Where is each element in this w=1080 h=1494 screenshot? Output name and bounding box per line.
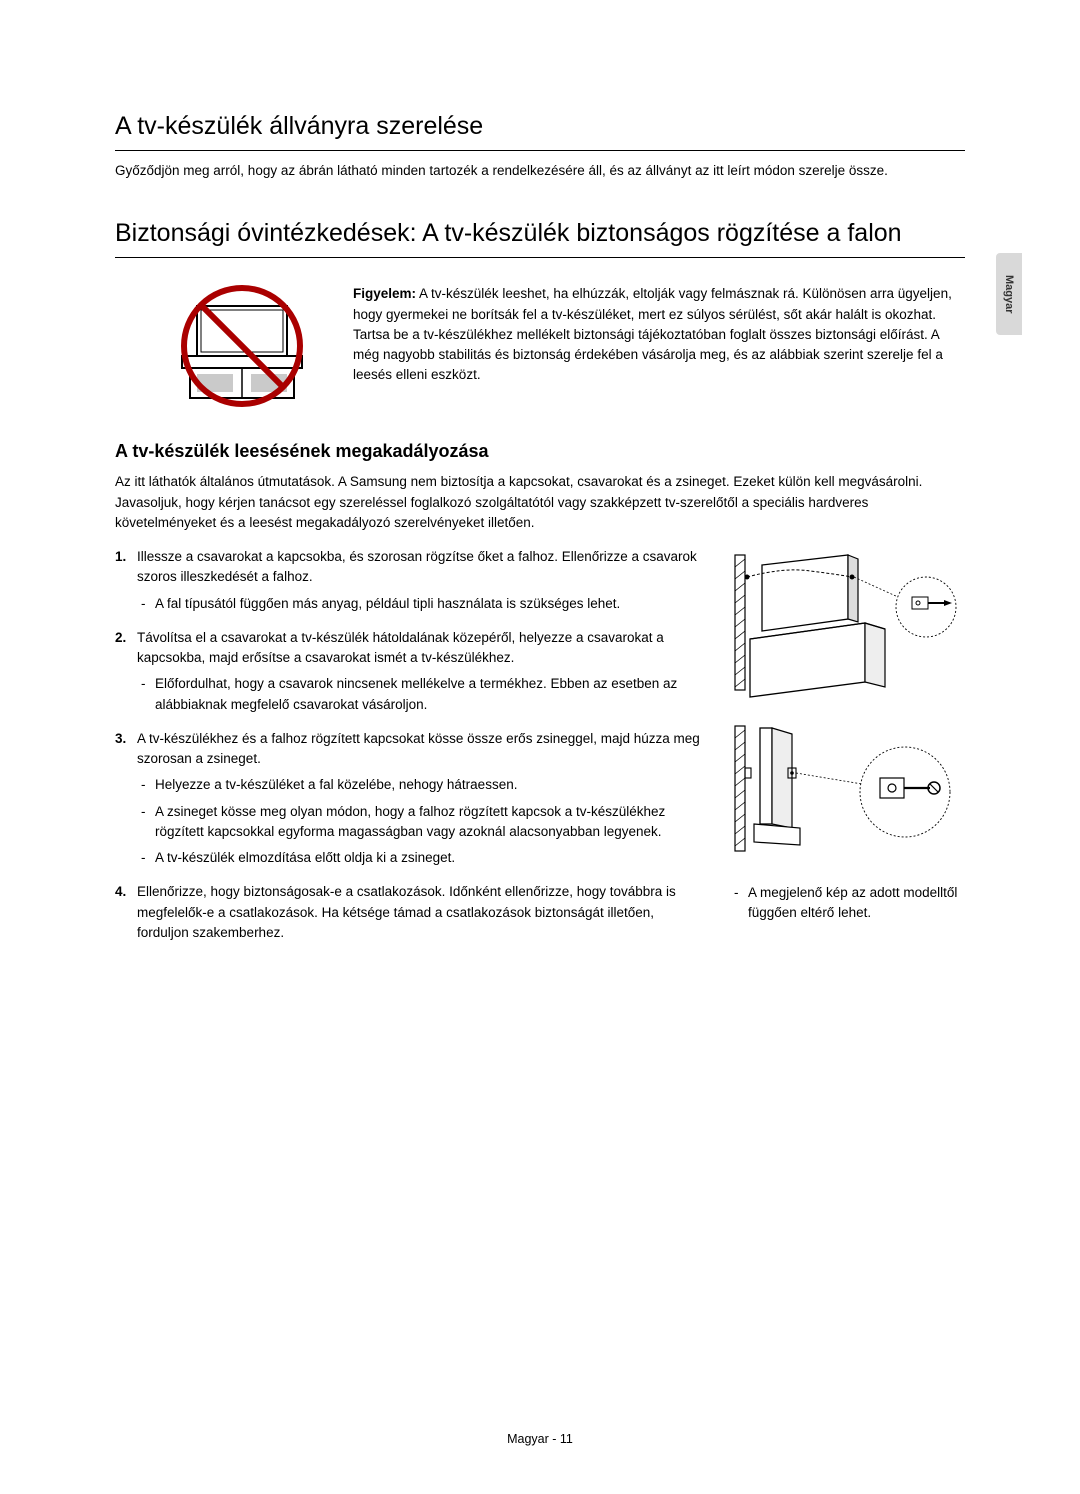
step-3-note-c: A tv-készülék elmozdítása előtt oldja ki… [137, 848, 700, 868]
diagram-bottom [730, 720, 965, 865]
step-1-text: Illessze a csavarokat a kapcsokba, és sz… [137, 549, 697, 584]
steps-column: Illessze a csavarokat a kapcsokba, és sz… [115, 547, 700, 957]
step-4-text: Ellenőrizze, hogy biztonságosak-e a csat… [137, 884, 676, 940]
page-title-1: A tv-készülék állványra szerelése [115, 110, 965, 151]
figure-column: A megjelenő kép az adott modelltől függő… [730, 547, 965, 924]
page-title-2: Biztonsági óvintézkedések: A tv-készülék… [115, 216, 965, 258]
step-4: Ellenőrizze, hogy biztonságosak-e a csat… [115, 882, 700, 943]
page-footer: Magyar - 11 [0, 1432, 1080, 1446]
step-1: Illessze a csavarokat a kapcsokba, és sz… [115, 547, 700, 614]
step-1-note: A fal típusától függően más anyag, példá… [137, 594, 700, 614]
step-3-note-b: A zsineget kösse meg olyan módon, hogy a… [137, 802, 700, 843]
sub-heading: A tv-készülék leesésének megakadályozása [115, 441, 965, 462]
main-row: Illessze a csavarokat a kapcsokba, és sz… [115, 547, 965, 957]
steps-list: Illessze a csavarokat a kapcsokba, és sz… [115, 547, 700, 943]
step-3: A tv-készülékhez és a falhoz rögzített k… [115, 729, 700, 869]
warning-text: Figyelem: A tv-készülék leeshet, ha elhú… [353, 284, 965, 385]
step-2-text: Távolítsa el a csavarokat a tv-készülék … [137, 630, 664, 665]
language-tab: Magyar [996, 253, 1022, 335]
diagram-top [730, 547, 965, 702]
step-2-note: Előfordulhat, hogy a csavarok nincsenek … [137, 674, 700, 715]
warning-icon [167, 284, 317, 409]
step-3-text: A tv-készülékhez és a falhoz rögzített k… [137, 731, 700, 766]
step-3-note-a: Helyezze a tv-készüléket a fal közelébe,… [137, 775, 700, 795]
warning-body: A tv-készülék leeshet, ha elhúzzák, elto… [353, 286, 952, 382]
intro-paragraph: Győződjön meg arról, hogy az ábrán látha… [115, 161, 965, 181]
step-2: Távolítsa el a csavarokat a tv-készülék … [115, 628, 700, 715]
warning-label: Figyelem: [353, 286, 416, 301]
language-tab-label: Magyar [1003, 275, 1015, 314]
paragraph-1: Az itt láthatók általános útmutatások. A… [115, 472, 965, 533]
figure-caption: A megjelenő kép az adott modelltől függő… [730, 883, 965, 924]
warning-row: Figyelem: A tv-készülék leeshet, ha elhú… [115, 284, 965, 409]
